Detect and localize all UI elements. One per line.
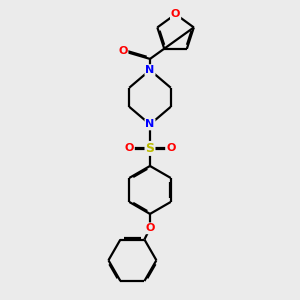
Text: N: N <box>146 119 154 129</box>
Text: N: N <box>146 65 154 75</box>
Text: O: O <box>145 223 155 233</box>
Text: O: O <box>124 143 134 153</box>
Text: O: O <box>118 46 128 56</box>
Text: S: S <box>146 142 154 155</box>
Text: O: O <box>166 143 176 153</box>
Text: O: O <box>171 9 180 19</box>
